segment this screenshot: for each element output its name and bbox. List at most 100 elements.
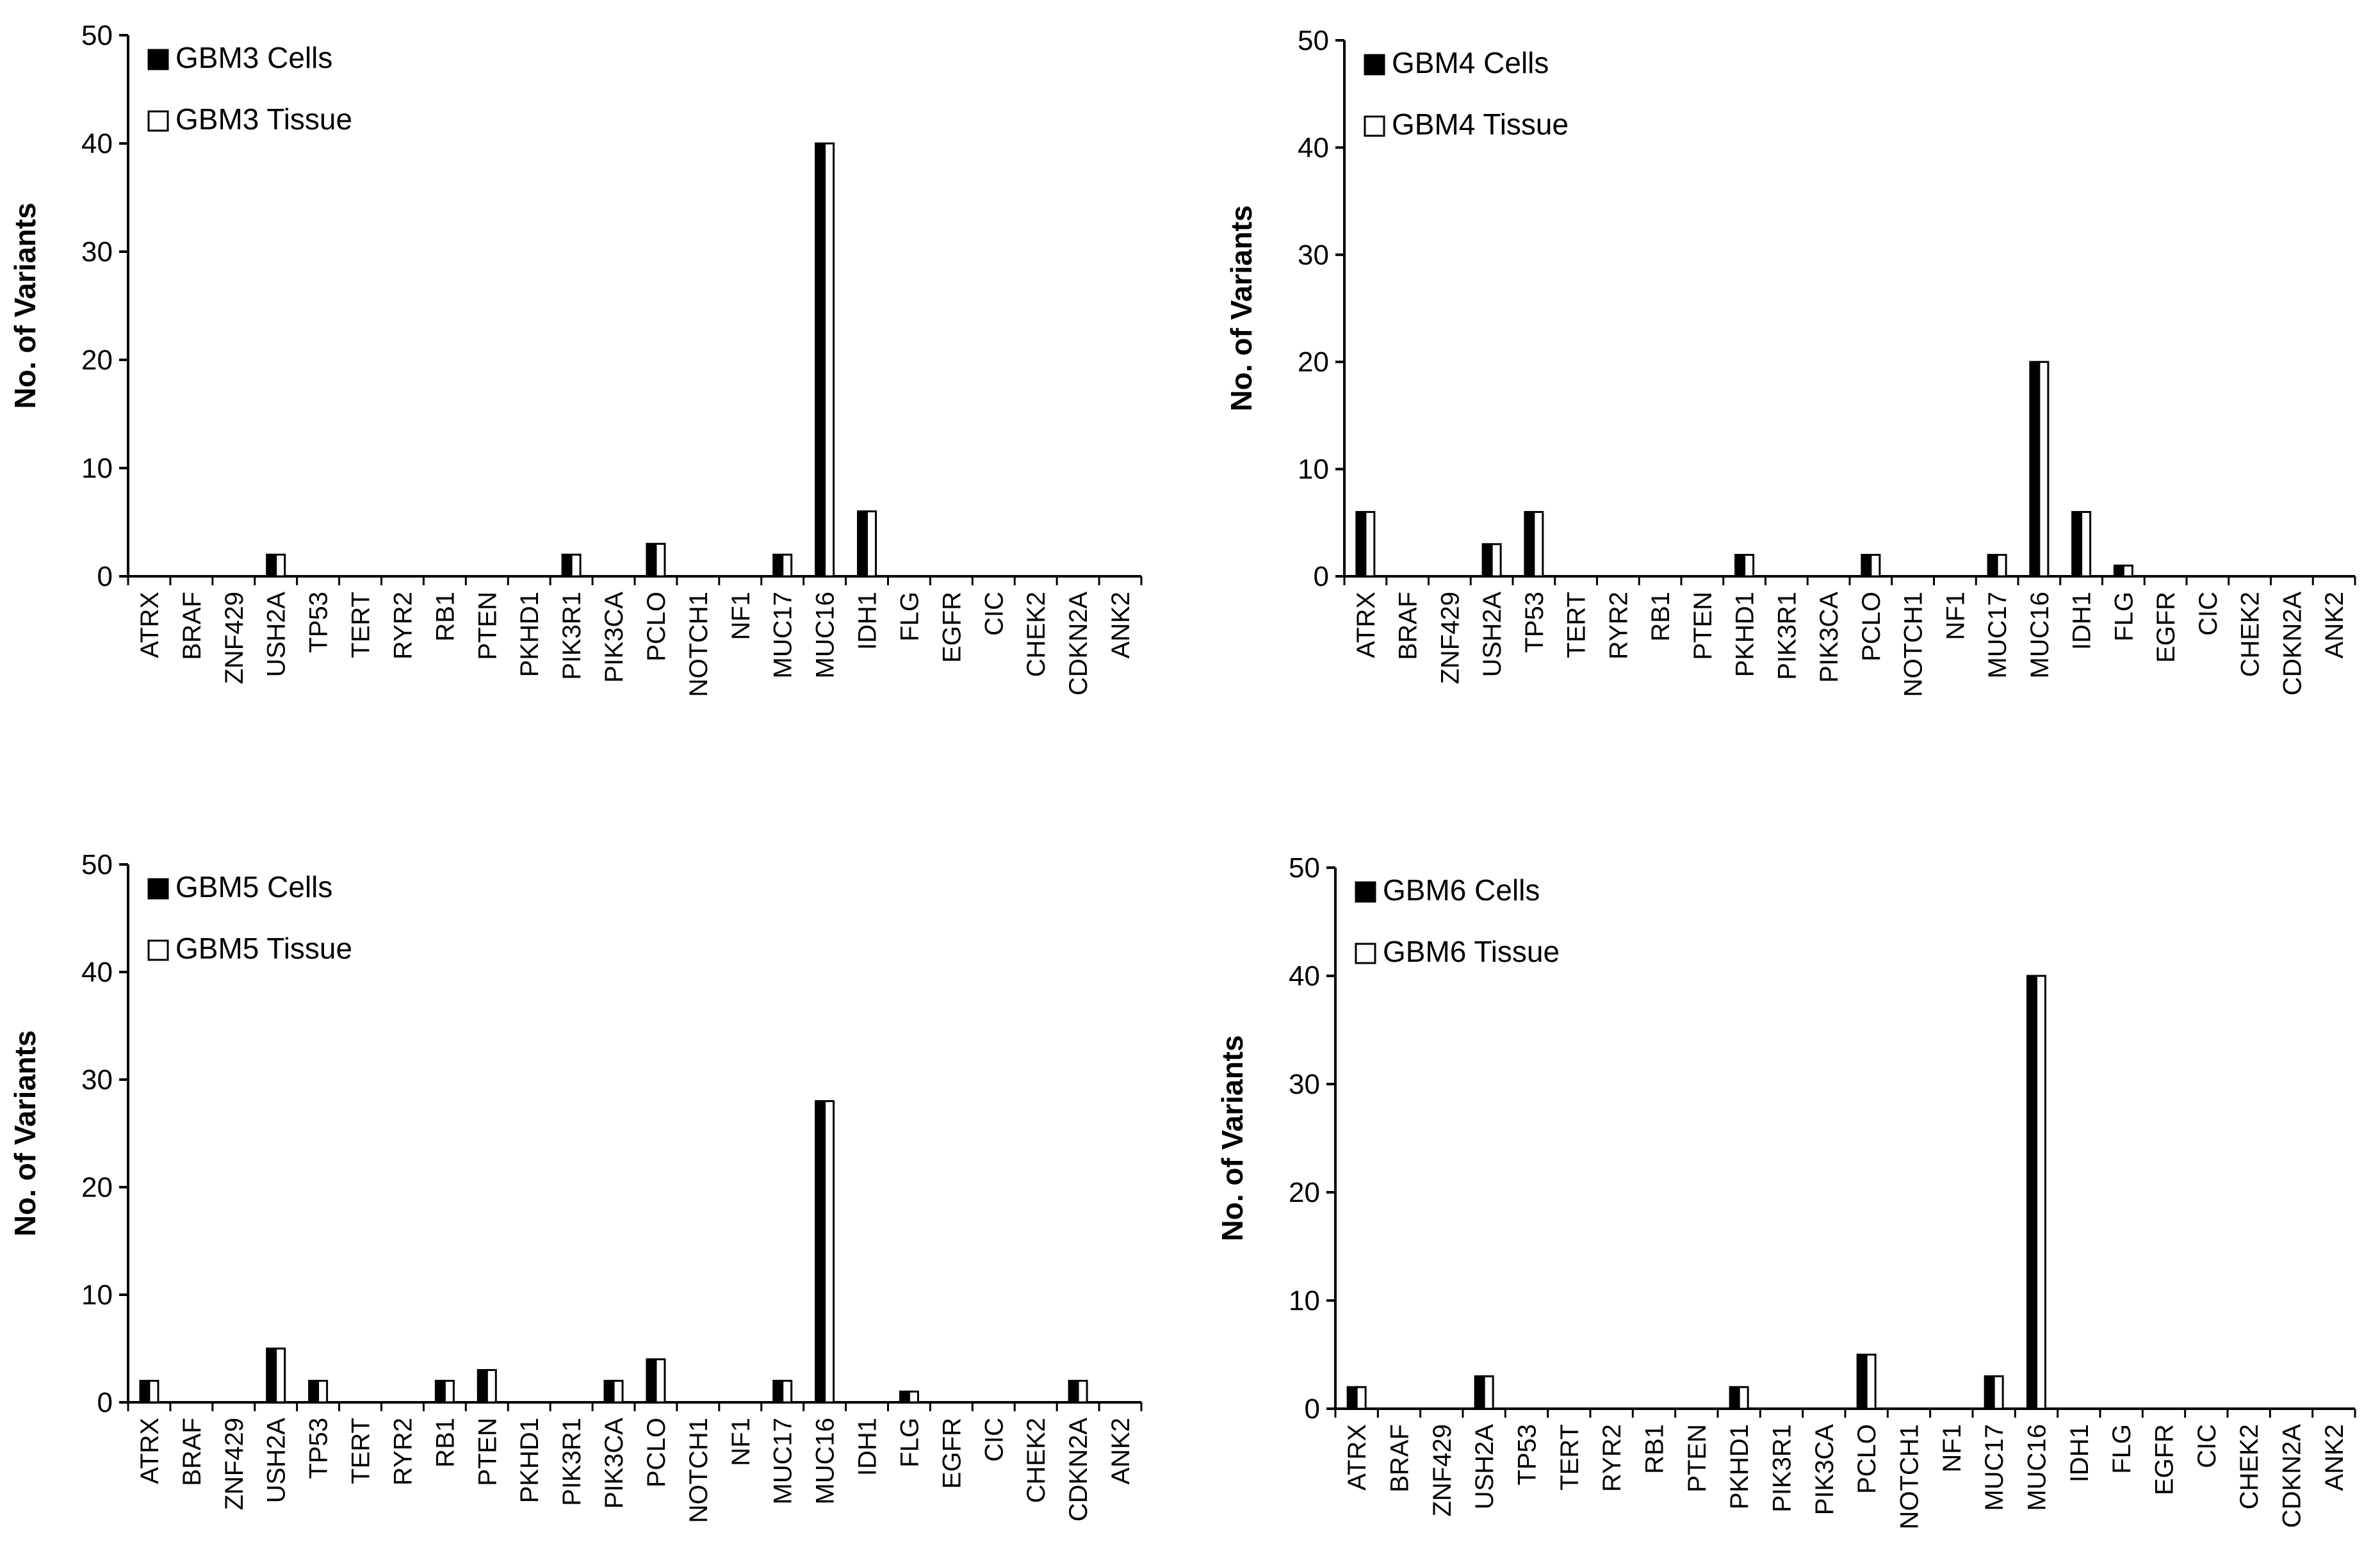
y-tick-label: 0 xyxy=(1305,1393,1320,1425)
category-label: PCLO xyxy=(1853,1424,1881,1494)
y-tick-label: 10 xyxy=(1298,454,1329,485)
bar-tissue xyxy=(275,553,286,578)
category-label: PTEN xyxy=(1683,1424,1711,1493)
category-label: FLG xyxy=(2108,1424,2136,1474)
category-label: CHEK2 xyxy=(1022,1418,1050,1503)
category-label: PIK3CA xyxy=(1815,592,1843,683)
category-label: PTEN xyxy=(473,592,501,660)
bar-tissue xyxy=(317,1379,329,1404)
category-label: USH2A xyxy=(263,592,291,677)
category-label: PKHD1 xyxy=(516,592,544,677)
bar-tissue xyxy=(866,510,877,578)
bar-tissue xyxy=(485,1369,497,1404)
bar-cells xyxy=(2026,975,2037,1410)
y-tick-label: 40 xyxy=(1289,960,1320,992)
bar-cells xyxy=(1481,543,1493,578)
category-label: PCLO xyxy=(642,1418,671,1487)
category-label: PIK3R1 xyxy=(558,1418,586,1506)
category-label: CHEK2 xyxy=(2237,592,2265,677)
y-tick-label: 20 xyxy=(81,344,113,376)
bar-tissue xyxy=(1870,554,1881,578)
bar-cells xyxy=(266,1347,277,1404)
category-label: RB1 xyxy=(1647,592,1675,642)
bar-tissue xyxy=(1364,511,1376,578)
category-label: CIC xyxy=(2193,1424,2221,1468)
chart-gbm4: 0 10 20 30 40 50 No. of Variants ATRX BRAF ZNF429… xyxy=(1225,25,2356,697)
bar-cells xyxy=(1524,511,1535,578)
y-tick-label: 40 xyxy=(1298,132,1329,163)
category-label: USH2A xyxy=(1471,1424,1499,1510)
category-label: TP53 xyxy=(1520,592,1549,653)
category-label: ZNF429 xyxy=(1436,592,1464,685)
category-label: BRAF xyxy=(178,592,206,660)
bar-cells xyxy=(561,553,573,578)
category-label: CDKN2A xyxy=(1064,1418,1093,1522)
bar-tissue xyxy=(1533,511,1544,578)
category-label: MUC16 xyxy=(811,1418,840,1505)
category-label: PIK3R1 xyxy=(1773,592,1801,680)
y-tick-label: 20 xyxy=(1289,1177,1320,1208)
category-label: MUC17 xyxy=(769,1418,797,1505)
category-label: MUC17 xyxy=(769,592,797,679)
bar-tissue xyxy=(824,142,835,578)
category-label: ANK2 xyxy=(1107,592,1135,659)
bar-cells xyxy=(2113,564,2124,578)
category-label: IDH1 xyxy=(2066,1424,2094,1482)
category-label: EGFR xyxy=(938,592,966,663)
category-label: FLG xyxy=(2110,592,2138,642)
category-label: ANK2 xyxy=(2320,1424,2349,1491)
category-label: ANK2 xyxy=(1107,1418,1135,1485)
category-label: PTEN xyxy=(1689,592,1717,660)
y-tick-label: 30 xyxy=(1298,239,1329,271)
category-label: ZNF429 xyxy=(220,1418,249,1511)
category-label: PCLO xyxy=(642,592,671,661)
bar-tissue xyxy=(908,1390,919,1404)
category-label: MUC17 xyxy=(1984,592,2012,679)
category-label: PKHD1 xyxy=(1725,1424,1754,1509)
category-label: ATRX xyxy=(136,1418,164,1484)
category-label: BRAF xyxy=(1394,592,1422,660)
bar-tissue xyxy=(1743,554,1755,578)
category-label: PTEN xyxy=(473,1418,501,1486)
y-tick-label: 10 xyxy=(81,1279,113,1311)
legend-label: GBM4 Tissue xyxy=(1392,108,1569,141)
category-label: PIK3R1 xyxy=(558,592,586,680)
legend-label: GBM5 Tissue xyxy=(175,932,352,965)
bar-tissue xyxy=(2035,975,2046,1410)
category-label: NOTCH1 xyxy=(1900,592,1928,697)
bar-tissue xyxy=(275,1347,286,1404)
bar-cells xyxy=(772,1379,784,1404)
legend-swatch xyxy=(1364,115,1385,137)
bar-tissue xyxy=(612,1379,624,1404)
category-label: TERT xyxy=(347,1418,375,1484)
bar-tissue xyxy=(443,1379,455,1404)
bar-cells xyxy=(815,1100,826,1404)
category-label: BRAF xyxy=(178,1418,206,1486)
bar-cells xyxy=(1355,511,1367,578)
category-label: CIC xyxy=(980,592,1008,636)
bar-tissue xyxy=(1996,554,2007,578)
legend-swatch xyxy=(1364,54,1385,76)
chart-gbm3: 0 10 20 30 40 50 No. of Variants ATRX BRAF ZNF429… xyxy=(8,20,1143,697)
bar-tissue xyxy=(148,1379,159,1404)
legend-swatch xyxy=(1355,881,1376,903)
category-label: PIK3CA xyxy=(600,592,628,683)
y-tick-label: 30 xyxy=(81,1064,113,1096)
y-tick-label: 10 xyxy=(1289,1285,1320,1317)
legend-label: GBM6 Cells xyxy=(1383,873,1540,907)
category-label: RB1 xyxy=(431,592,459,642)
bar-cells xyxy=(899,1390,910,1404)
category-label: PIK3CA xyxy=(600,1418,628,1509)
y-axis-title: No. of Variants xyxy=(8,202,42,409)
category-label: CDKN2A xyxy=(1064,592,1093,696)
category-label: CHEK2 xyxy=(2235,1424,2263,1509)
category-label: RYR2 xyxy=(1604,592,1633,660)
y-tick-label: 0 xyxy=(97,1387,113,1418)
bar-cells xyxy=(603,1379,615,1404)
bar-cells xyxy=(1474,1375,1485,1410)
category-label: MUC16 xyxy=(2026,592,2054,679)
legend-label: GBM4 Cells xyxy=(1392,46,1549,79)
category-label: NF1 xyxy=(727,592,755,640)
chart-gbm5: 0 10 20 30 40 50 No. of Variants ATRX BRAF ZNF429… xyxy=(8,849,1143,1523)
category-label: USH2A xyxy=(1478,592,1506,677)
